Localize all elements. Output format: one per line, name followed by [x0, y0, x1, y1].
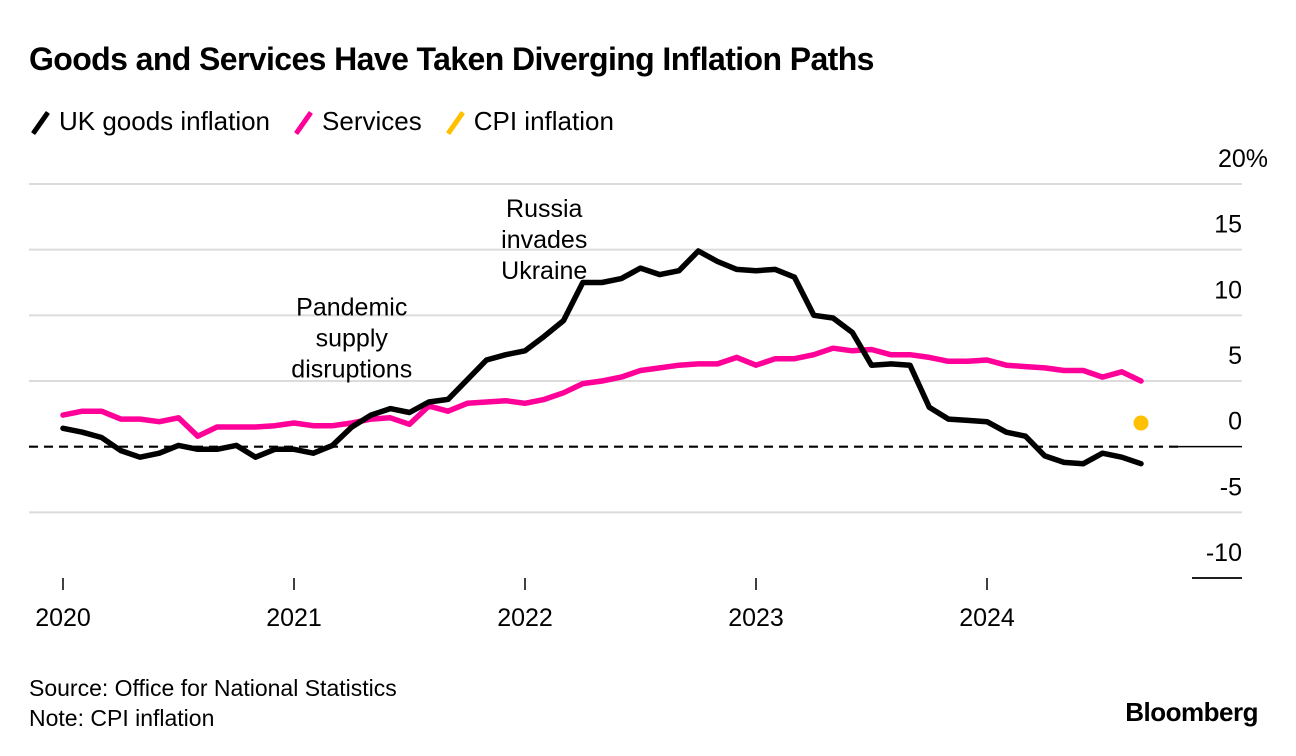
services-inflation-line: [60, 345, 1144, 439]
chart-note: Note: CPI inflation: [29, 705, 215, 731]
y-tick-label: 10: [1214, 276, 1242, 304]
y-tick-label: 5: [1228, 342, 1242, 370]
annotation-text: Russia: [506, 195, 583, 223]
legend-label-cpi: CPI inflation: [473, 106, 614, 136]
annotation-text: supply: [316, 324, 389, 352]
y-tick-label: 20%: [1218, 145, 1268, 173]
y-tick-label: -10: [1206, 539, 1242, 567]
footer: Source: Office for National Statistics N…: [29, 673, 397, 733]
cpi-inflation-point: [1133, 415, 1149, 431]
x-tick-label: 2024: [959, 604, 1015, 632]
legend-item-services: Services: [292, 106, 422, 137]
y-tick-label: -5: [1220, 473, 1242, 501]
y-tick-label: 15: [1214, 211, 1242, 239]
legend-label-goods: UK goods inflation: [59, 106, 271, 136]
annotation-text: invades: [501, 226, 587, 254]
annotation-text: Ukraine: [501, 257, 587, 285]
goods-inflation-line: [60, 248, 1144, 467]
x-tick-label: 2021: [266, 604, 322, 632]
x-tick-label: 2020: [35, 604, 91, 632]
legend-item-cpi: CPI inflation: [444, 106, 614, 137]
x-tick-label: 2022: [497, 604, 553, 632]
annotations: Pandemic supply disruptions Russia invades Uk…: [291, 195, 587, 384]
gridlines: [29, 183, 1242, 579]
y-tick-label: 0: [1228, 408, 1242, 436]
y-axis-labels: 20% 15 10 5 0 -5 -10: [1206, 145, 1268, 567]
x-axis: 2020 2021 2022 2023 2024: [35, 578, 1015, 632]
series-lines: [60, 248, 1149, 467]
source-note: Source: Office for National Statistics: [29, 675, 397, 701]
annotation-text: Pandemic: [296, 293, 407, 321]
annotation-text: disruptions: [291, 355, 412, 383]
legend-item-goods: UK goods inflation: [29, 106, 270, 137]
bloomberg-logo: Bloomberg: [1125, 697, 1258, 727]
chart-title: Goods and Services Have Taken Diverging …: [29, 41, 874, 77]
legend-label-services: Services: [322, 106, 422, 136]
legend: UK goods inflation Services CPI inflatio…: [29, 106, 614, 137]
x-tick-label: 2023: [728, 604, 784, 632]
